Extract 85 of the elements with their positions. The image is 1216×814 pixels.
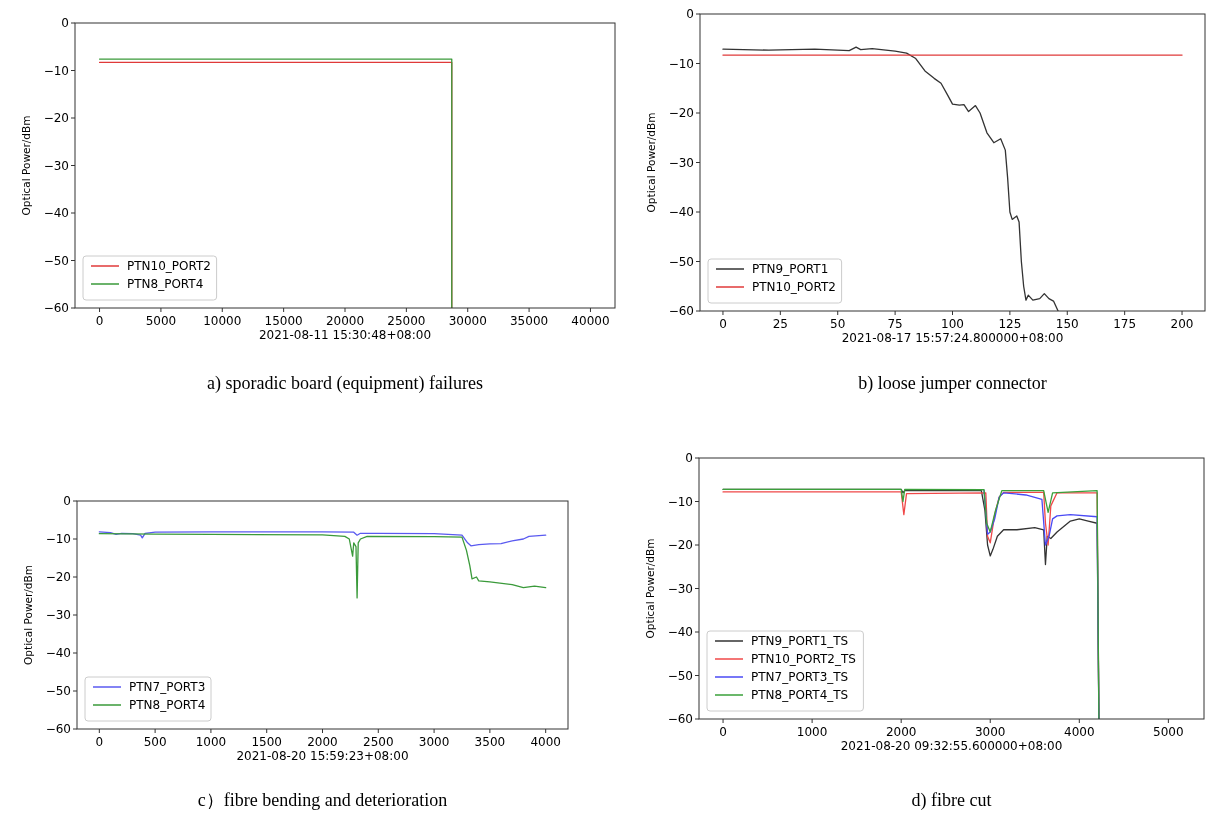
- text: c）fibre bending and deterioration: [197, 790, 448, 810]
- legend-label: PTN10_PORT2: [752, 280, 836, 294]
- y-tick-label: −50: [45, 684, 71, 698]
- line-series: [98, 533, 547, 599]
- y-tick-label: −10: [45, 532, 71, 546]
- x-axis-title: 2021-08-20 15:59:23+08:00: [236, 749, 409, 763]
- y-tick-label: −40: [667, 625, 693, 639]
- y-tick-label: −10: [668, 56, 694, 71]
- text: d) fibre cut: [911, 790, 992, 811]
- x-tick-label: 4000: [1064, 725, 1095, 739]
- y-tick-label: −20: [668, 106, 694, 120]
- y-tick-label: 0: [61, 16, 69, 30]
- legend-label: PTN10_PORT2: [127, 259, 211, 273]
- y-tick-label: −40: [43, 206, 69, 220]
- x-tick-label: 15000: [264, 314, 303, 328]
- x-tick-label: 5000: [145, 314, 177, 328]
- x-tick-label: 150: [1055, 317, 1079, 331]
- x-tick-label: 50: [830, 317, 846, 331]
- line-series: [98, 531, 547, 547]
- x-tick-label: 40000: [571, 314, 610, 328]
- legend-label: PTN7_PORT3_TS: [751, 670, 849, 684]
- y-tick-label: −60: [43, 301, 69, 315]
- x-axis-title: 2021-08-20 09:32:55.600000+08:00: [840, 739, 1063, 753]
- y-axis-title: Optical Power/dBm: [20, 115, 32, 216]
- x-tick-label: 0: [719, 317, 727, 331]
- legend-label: PTN7_PORT3: [129, 680, 206, 694]
- x-tick-label: 125: [998, 317, 1022, 331]
- y-tick-label: −20: [45, 570, 71, 584]
- y-tick-label: −10: [43, 63, 69, 78]
- legend-label: PTN10_PORT2_TS: [751, 652, 856, 666]
- x-tick-label: 500: [143, 735, 167, 749]
- y-axis-title: Optical Power/dBm: [645, 112, 657, 213]
- y-axis-title: Optical Power/dBm: [22, 565, 34, 665]
- legend-label: PTN9_PORT1_TS: [751, 634, 849, 648]
- x-tick-label: 20000: [325, 314, 365, 328]
- x-tick-label: 175: [1113, 317, 1137, 331]
- x-tick-label: 2000: [885, 725, 917, 739]
- y-tick-label: −20: [667, 538, 693, 552]
- y-tick-label: −20: [43, 111, 69, 125]
- x-tick-label: 4000: [530, 735, 561, 749]
- legend-label: PTN8_PORT4_TS: [751, 688, 849, 702]
- y-tick-label: −60: [45, 722, 71, 736]
- y-tick-label: 0: [63, 494, 71, 508]
- x-tick-label: 25000: [387, 314, 426, 328]
- x-tick-label: 30000: [448, 314, 487, 328]
- x-tick-label: 2000: [307, 735, 338, 749]
- x-tick-label: 5000: [1153, 725, 1184, 739]
- y-tick-label: 0: [686, 7, 694, 21]
- text: a) sporadic board (equipment) failures: [207, 373, 483, 394]
- legend-label: PTN9_PORT1: [752, 262, 829, 276]
- y-tick-label: −40: [45, 646, 71, 660]
- x-tick-label: 75: [887, 317, 903, 331]
- y-tick-label: −40: [668, 205, 694, 219]
- x-tick-label: 1500: [251, 735, 282, 749]
- y-tick-label: −50: [668, 254, 694, 269]
- y-tick-label: 0: [685, 451, 693, 465]
- x-tick-label: 200: [1170, 317, 1194, 331]
- y-tick-label: −30: [43, 158, 69, 173]
- x-axis-title: 2021-08-17 15:57:24.800000+08:00: [841, 331, 1064, 345]
- y-tick-label: −10: [667, 494, 693, 509]
- y-tick-label: −50: [43, 253, 69, 268]
- x-tick-label: 2500: [363, 735, 394, 749]
- text: b) loose jumper connector: [858, 373, 1047, 394]
- y-tick-label: −50: [667, 668, 693, 683]
- x-tick-label: 0: [719, 725, 727, 739]
- y-tick-label: −30: [667, 581, 693, 596]
- y-tick-label: −30: [668, 155, 694, 170]
- x-axis-title: 2021-08-11 15:30:48+08:00: [258, 328, 432, 342]
- y-tick-label: −30: [45, 608, 71, 622]
- x-tick-label: 0: [95, 735, 104, 749]
- y-axis-title: Optical Power/dBm: [644, 538, 656, 639]
- y-tick-label: −60: [668, 304, 694, 318]
- x-tick-label: 0: [95, 314, 104, 328]
- legend-label: PTN8_PORT4: [127, 277, 204, 291]
- x-tick-label: 1000: [195, 735, 227, 749]
- x-tick-label: 25: [772, 317, 788, 331]
- x-tick-label: 3000: [974, 725, 1006, 739]
- y-tick-label: −60: [667, 712, 693, 726]
- x-tick-label: 100: [941, 317, 964, 331]
- x-tick-label: 3000: [418, 735, 450, 749]
- x-tick-label: 1000: [796, 725, 828, 739]
- x-tick-label: 35000: [510, 314, 549, 328]
- x-tick-label: 3500: [474, 735, 506, 749]
- x-tick-label: 10000: [203, 314, 242, 328]
- legend-label: PTN8_PORT4: [129, 698, 206, 712]
